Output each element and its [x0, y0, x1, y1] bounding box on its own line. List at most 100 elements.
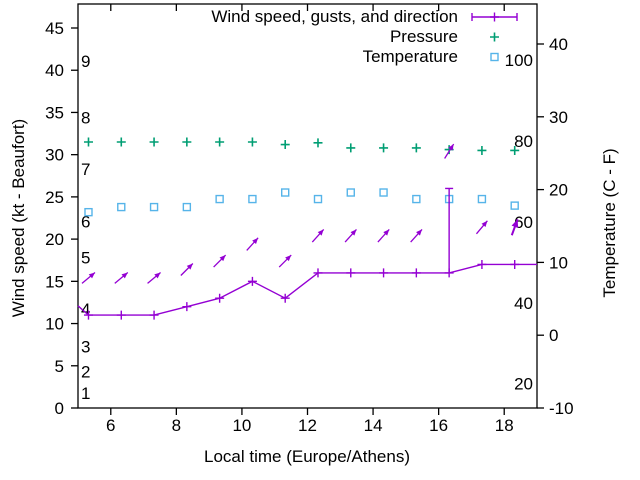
beaufort-scale-label: 5: [81, 249, 90, 268]
beaufort-scale-label: 1: [81, 384, 90, 403]
wind-direction-arrow-head: [481, 220, 488, 228]
x-tick-label: 18: [495, 416, 514, 435]
wind-speed-marker: [411, 268, 421, 278]
wind-speed-marker: [313, 268, 323, 278]
wind-direction-arrow-head: [317, 229, 324, 236]
y-left-tick-label: 15: [45, 272, 64, 291]
wind-direction-arrow-head: [416, 229, 423, 236]
pressure-point: [247, 137, 257, 147]
legend-sample-plus: [490, 12, 499, 22]
wind-speed-marker: [346, 268, 356, 278]
pressure-point: [379, 143, 389, 153]
temperature-point: [84, 207, 93, 217]
x-axis-title: Local time (Europe/Athens): [204, 447, 410, 466]
temperature-point: [346, 188, 355, 197]
beaufort-scale-label: 3: [81, 337, 90, 356]
beaufort-scale-label: 8: [81, 109, 90, 128]
wind-speed-marker: [83, 310, 93, 320]
temperature-point: [281, 188, 290, 197]
pressure-point: [477, 145, 487, 155]
temperature-point: [313, 194, 323, 204]
wind-speed-marker: [510, 259, 520, 269]
wind-speed-marker: [444, 268, 454, 278]
wind-speed-marker: [379, 268, 389, 278]
y-right-tick-label: -10: [549, 399, 574, 418]
pressure-point: [313, 138, 323, 148]
wind-direction-arrow-head: [285, 255, 292, 262]
wind-speed-marker: [116, 310, 126, 320]
y-right-axis-title: Temperature (C - F): [600, 148, 619, 297]
y-left-tick-label: 45: [45, 19, 64, 38]
legend-label-pressure: Pressure: [390, 27, 458, 46]
temperature-point: [117, 202, 126, 212]
pressure-point: [510, 145, 520, 155]
pressure-point: [215, 137, 225, 147]
y-right-tick-label: 10: [549, 253, 568, 272]
legend-layer: Wind speed, gusts, and directionPressure…: [211, 7, 518, 66]
temperature-point: [149, 202, 159, 212]
y-right-tick-label: 0: [549, 326, 558, 345]
beaufort-scale-label: 2: [81, 363, 90, 382]
wind-direction-arrow-head: [88, 272, 96, 279]
axes-layer: 6 8 10 12 14 16 18051015202530354045-100102030…: [45, 3, 574, 435]
fahrenheit-scale-label: 60: [514, 213, 533, 232]
legend-label-temperature: Temperature: [363, 47, 458, 66]
wind-direction-arrow-head: [186, 263, 193, 270]
fahrenheit-scale-label: 80: [514, 132, 533, 151]
beaufort-scale-label: 9: [81, 52, 90, 71]
x-tick-label: 14: [364, 416, 383, 435]
wind-direction-arrow-head: [511, 219, 519, 229]
temperature-point: [215, 194, 224, 204]
pressure-point: [149, 137, 159, 147]
temperature-point: [510, 201, 519, 210]
pressure-point: [346, 143, 356, 153]
pressure-point: [411, 143, 421, 153]
y-left-tick-label: 20: [45, 230, 64, 249]
wind-speed-line: [77, 263, 537, 316]
y-right-tick-label: 20: [549, 181, 568, 200]
plot-border: [77, 3, 538, 409]
fahrenheit-scale-label: 100: [505, 51, 533, 70]
pressure-point: [116, 137, 126, 147]
wind-direction-arrow-head: [383, 229, 390, 236]
x-tick-label: 8: [172, 416, 181, 435]
legend-sample-square: [490, 52, 499, 62]
y-right-tick-label: 30: [549, 108, 568, 127]
temperature-point: [182, 202, 192, 212]
wind-direction-arrow-head: [154, 272, 161, 279]
wind-speed-marker: [280, 293, 290, 303]
y-left-tick-label: 0: [55, 399, 64, 418]
y-left-axis-title: Wind speed (kt - Beaufort): [9, 119, 28, 317]
y-right-tick-label: 40: [549, 35, 568, 54]
series-layer: [77, 137, 537, 320]
pressure-point: [83, 137, 93, 147]
y-left-tick-label: 35: [45, 103, 64, 122]
wind-direction-arrow-head: [219, 255, 226, 262]
beaufort-scale-label: 4: [81, 300, 90, 319]
wind-speed-marker: [215, 293, 225, 303]
pressure-point: [280, 140, 290, 150]
y-left-tick-label: 5: [55, 357, 64, 376]
wind-speed-marker: [477, 259, 487, 269]
wind-speed-marker: [182, 302, 192, 312]
y-left-tick-label: 30: [45, 146, 64, 165]
y-left-tick-label: 40: [45, 61, 64, 80]
legend-label-wind: Wind speed, gusts, and direction: [211, 7, 458, 26]
fahrenheit-scale-label: 20: [514, 375, 533, 394]
temperature-point: [248, 194, 257, 204]
wind-speed-marker: [149, 310, 159, 320]
temperature-point: [379, 188, 388, 197]
x-tick-label: 10: [232, 416, 251, 435]
temperature-point: [477, 194, 487, 204]
wind-direction-arrow-head: [121, 272, 128, 279]
fahrenheit-scale-label: 40: [514, 294, 533, 313]
wind-direction-arrow-head: [448, 144, 454, 151]
x-tick-label: 16: [429, 416, 448, 435]
beaufort-scale-label: 7: [81, 160, 90, 179]
temperature-point: [412, 194, 421, 204]
pressure-point: [182, 137, 192, 147]
wind-direction-arrow-head: [252, 237, 259, 245]
x-tick-label: 12: [298, 416, 317, 435]
